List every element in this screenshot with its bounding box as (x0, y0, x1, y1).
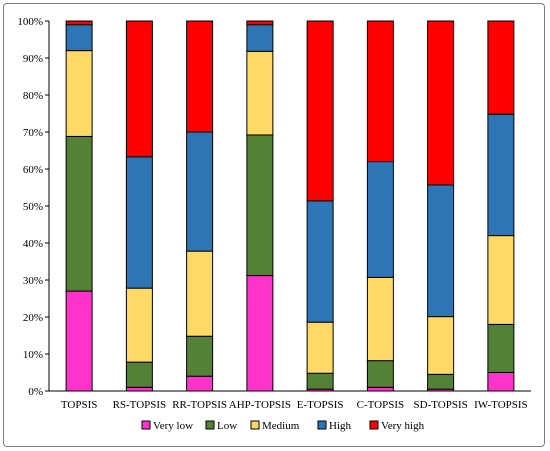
bar-segment (186, 375, 214, 392)
legend-swatch (369, 420, 379, 430)
bar-segment (65, 290, 93, 392)
chart-frame (3, 3, 545, 447)
legend-swatch (141, 420, 151, 430)
legend-swatch (317, 420, 327, 430)
bar-segment (487, 372, 515, 392)
bar-segment (65, 135, 93, 292)
bar-segment (186, 20, 214, 133)
y-tick-label: 50% (23, 201, 43, 213)
bar-segment (65, 24, 93, 52)
bar-segment (186, 250, 214, 337)
bar-segment (306, 372, 334, 390)
y-tick-label: 40% (23, 238, 43, 250)
bar-segment (246, 20, 274, 26)
bar-segment (306, 321, 334, 374)
bar-segment (366, 386, 394, 392)
bar-segment (65, 20, 93, 26)
y-tick-label: 80% (23, 90, 43, 102)
bar-segment (125, 156, 153, 289)
y-tick-label: 0% (28, 386, 43, 398)
bar-segment (366, 161, 394, 278)
bar-segment (186, 131, 214, 252)
legend-swatch (250, 420, 260, 430)
bar-segment (125, 386, 153, 392)
x-tick-label: RR-TOPSIS (172, 399, 227, 411)
y-tick-label: 70% (23, 127, 43, 139)
x-tick-label: AHP-TOPSIS (229, 399, 291, 411)
bar-segment (487, 235, 515, 325)
bar-segment (306, 200, 334, 323)
bar-segment (427, 316, 455, 375)
bar-segment (366, 360, 394, 388)
x-tick-label: C-TOPSIS (357, 399, 404, 411)
bar-segment (246, 134, 274, 277)
y-tick-label: 30% (23, 275, 43, 287)
legend-swatch (205, 420, 215, 430)
bar-segment (366, 20, 394, 163)
legend-label: Low (217, 420, 237, 432)
bar-segment (246, 24, 274, 52)
bar-segment (306, 20, 334, 202)
bar-segment (487, 20, 515, 115)
bar-segment (427, 20, 455, 186)
x-tick-label: IW-TOPSIS (474, 399, 528, 411)
bar-segment (125, 287, 153, 363)
y-tick-label: 60% (23, 164, 43, 176)
y-tick-label: 10% (23, 349, 43, 361)
bar-segment (487, 113, 515, 237)
bar-segment (186, 335, 214, 377)
bar-segment (487, 323, 515, 373)
bar-segment (427, 373, 455, 390)
x-tick-label: RS-TOPSIS (113, 399, 167, 411)
legend-label: Very low (153, 420, 193, 432)
bar-segment (246, 50, 274, 136)
legend-label: Medium (262, 420, 300, 432)
x-tick-label: TOPSIS (61, 399, 97, 411)
x-tick-label: SD-TOPSIS (414, 399, 468, 411)
bar-segment (366, 276, 394, 362)
bar-segment (125, 20, 153, 158)
legend-label: Very high (381, 420, 425, 432)
y-tick-label: 20% (23, 312, 43, 324)
bar-segment (65, 50, 93, 137)
y-tick-label: 90% (23, 53, 43, 65)
x-tick-label: E-TOPSIS (297, 399, 344, 411)
bar-segment (125, 361, 153, 388)
bar-segment (246, 275, 274, 392)
y-tick-label: 100% (17, 16, 43, 28)
bar-segment (427, 184, 455, 318)
legend-label: High (329, 420, 352, 432)
